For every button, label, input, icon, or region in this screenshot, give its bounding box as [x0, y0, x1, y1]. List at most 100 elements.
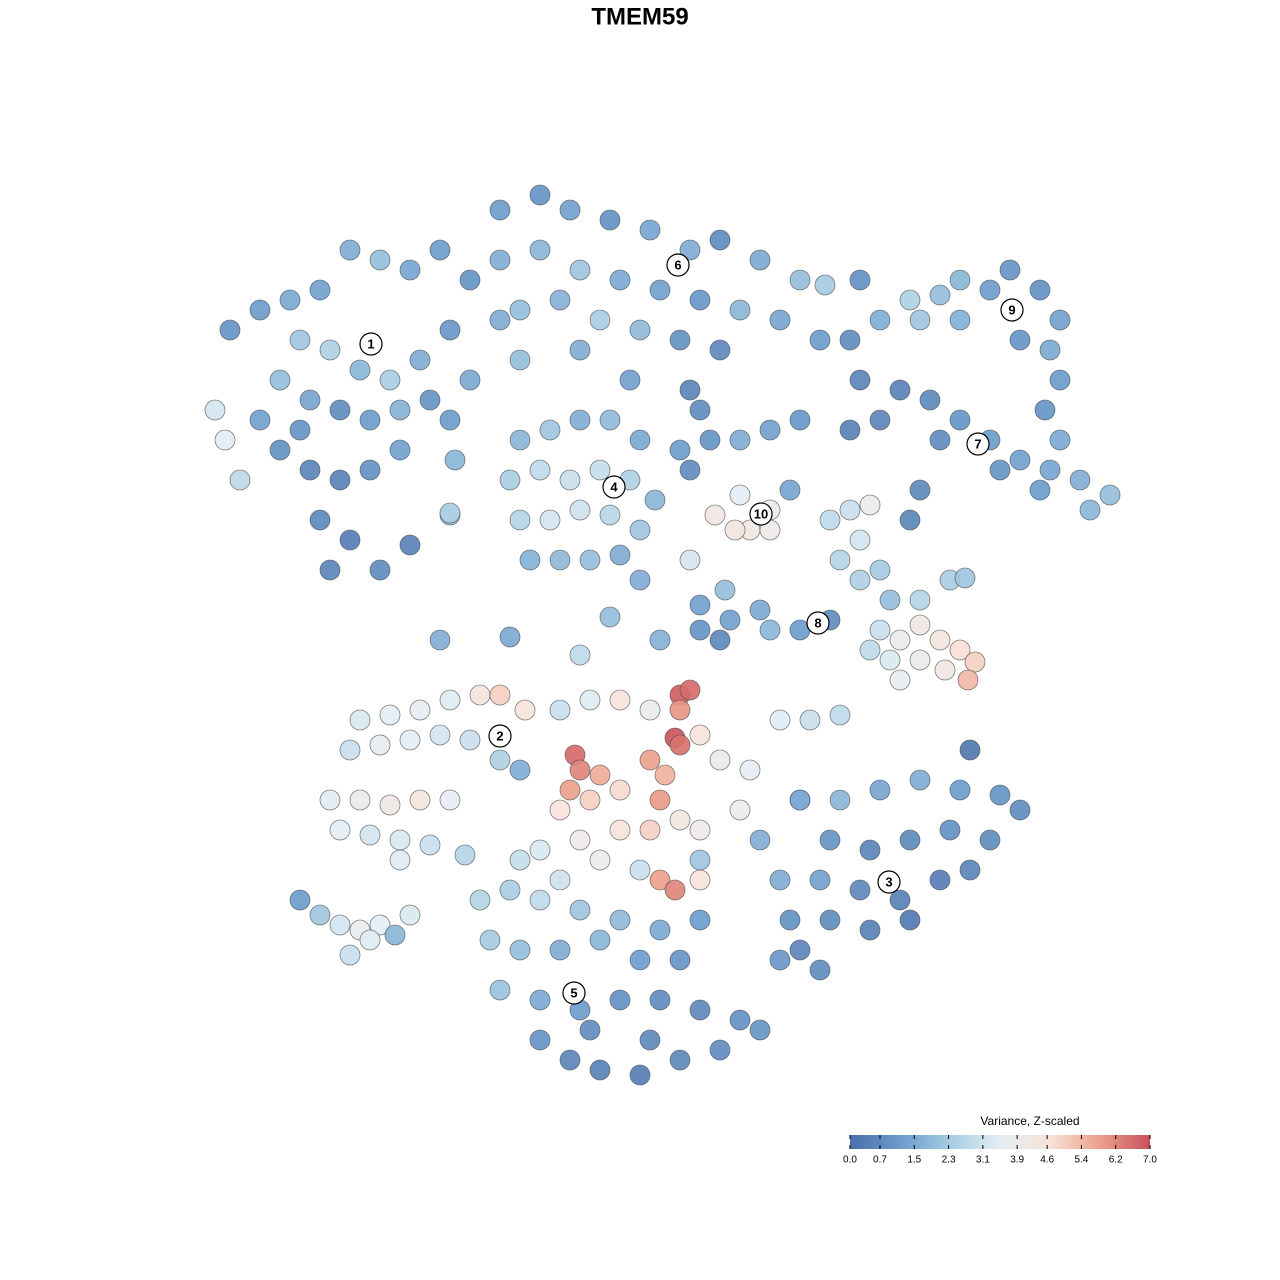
point — [919, 389, 941, 411]
cluster-label: 1 — [367, 336, 374, 351]
point — [789, 789, 811, 811]
point — [439, 319, 461, 341]
point — [909, 614, 931, 636]
point — [309, 904, 331, 926]
point — [869, 309, 891, 331]
point — [589, 929, 611, 951]
point — [299, 389, 321, 411]
point — [389, 399, 411, 421]
point — [649, 789, 671, 811]
point — [489, 309, 511, 331]
point — [949, 779, 971, 801]
point — [909, 769, 931, 791]
point — [339, 239, 361, 261]
point — [709, 339, 731, 361]
colorbar-tick-label: 6.2 — [1109, 1155, 1123, 1166]
point — [269, 439, 291, 461]
point — [379, 794, 401, 816]
colorbar-tick-label: 2.3 — [942, 1155, 956, 1166]
point — [399, 729, 421, 751]
point — [609, 909, 631, 931]
point — [569, 499, 591, 521]
point — [469, 889, 491, 911]
point — [1039, 339, 1061, 361]
point — [749, 599, 771, 621]
point — [629, 949, 651, 971]
cluster-label-badge — [1000, 298, 1024, 322]
point — [859, 639, 881, 661]
point — [459, 269, 481, 291]
point — [954, 567, 976, 589]
point — [669, 949, 691, 971]
point — [359, 409, 381, 431]
point — [569, 899, 591, 921]
point — [559, 469, 581, 491]
point — [444, 449, 466, 471]
point — [1049, 369, 1071, 391]
point — [1049, 429, 1071, 451]
point — [959, 739, 981, 761]
point — [609, 819, 631, 841]
point — [369, 559, 391, 581]
point — [1079, 499, 1101, 521]
point — [1034, 399, 1056, 421]
point — [929, 629, 951, 651]
chart-title: TMEM59 — [591, 3, 688, 30]
point — [1049, 309, 1071, 331]
point — [849, 369, 871, 391]
point — [529, 184, 551, 206]
point — [339, 739, 361, 761]
point — [899, 509, 921, 531]
point — [819, 509, 841, 531]
cluster-label: 10 — [754, 506, 768, 521]
point — [689, 724, 711, 746]
point — [714, 579, 736, 601]
point — [299, 459, 321, 481]
point — [289, 419, 311, 441]
point — [669, 809, 691, 831]
point — [639, 699, 661, 721]
point — [1009, 329, 1031, 351]
point — [439, 502, 461, 524]
point — [709, 1039, 731, 1061]
point — [689, 819, 711, 841]
point — [909, 309, 931, 331]
point — [849, 269, 871, 291]
point — [839, 329, 861, 351]
point — [399, 904, 421, 926]
point — [1069, 469, 1091, 491]
cluster-label: 9 — [1008, 302, 1015, 317]
colorbar-tick-label: 3.9 — [1010, 1155, 1024, 1166]
point — [549, 799, 571, 821]
point — [529, 1029, 551, 1051]
point — [579, 789, 601, 811]
point — [349, 359, 371, 381]
point — [609, 989, 631, 1011]
point — [909, 649, 931, 671]
point — [949, 409, 971, 431]
point — [699, 429, 721, 451]
point — [489, 979, 511, 1001]
point — [459, 369, 481, 391]
point — [829, 549, 851, 571]
point — [409, 349, 431, 371]
colorbar-tick-label: 7.0 — [1143, 1155, 1157, 1166]
point — [929, 284, 951, 306]
point — [499, 879, 521, 901]
point — [269, 369, 291, 391]
point — [454, 844, 476, 866]
point — [939, 819, 961, 841]
point — [1009, 799, 1031, 821]
point — [779, 909, 801, 931]
point — [769, 309, 791, 331]
point — [509, 349, 531, 371]
point — [1099, 484, 1121, 506]
point — [704, 504, 726, 526]
point — [869, 409, 891, 431]
point — [249, 299, 271, 321]
point — [509, 429, 531, 451]
point — [469, 684, 491, 706]
point — [589, 459, 611, 481]
point — [869, 779, 891, 801]
point — [669, 1049, 691, 1071]
